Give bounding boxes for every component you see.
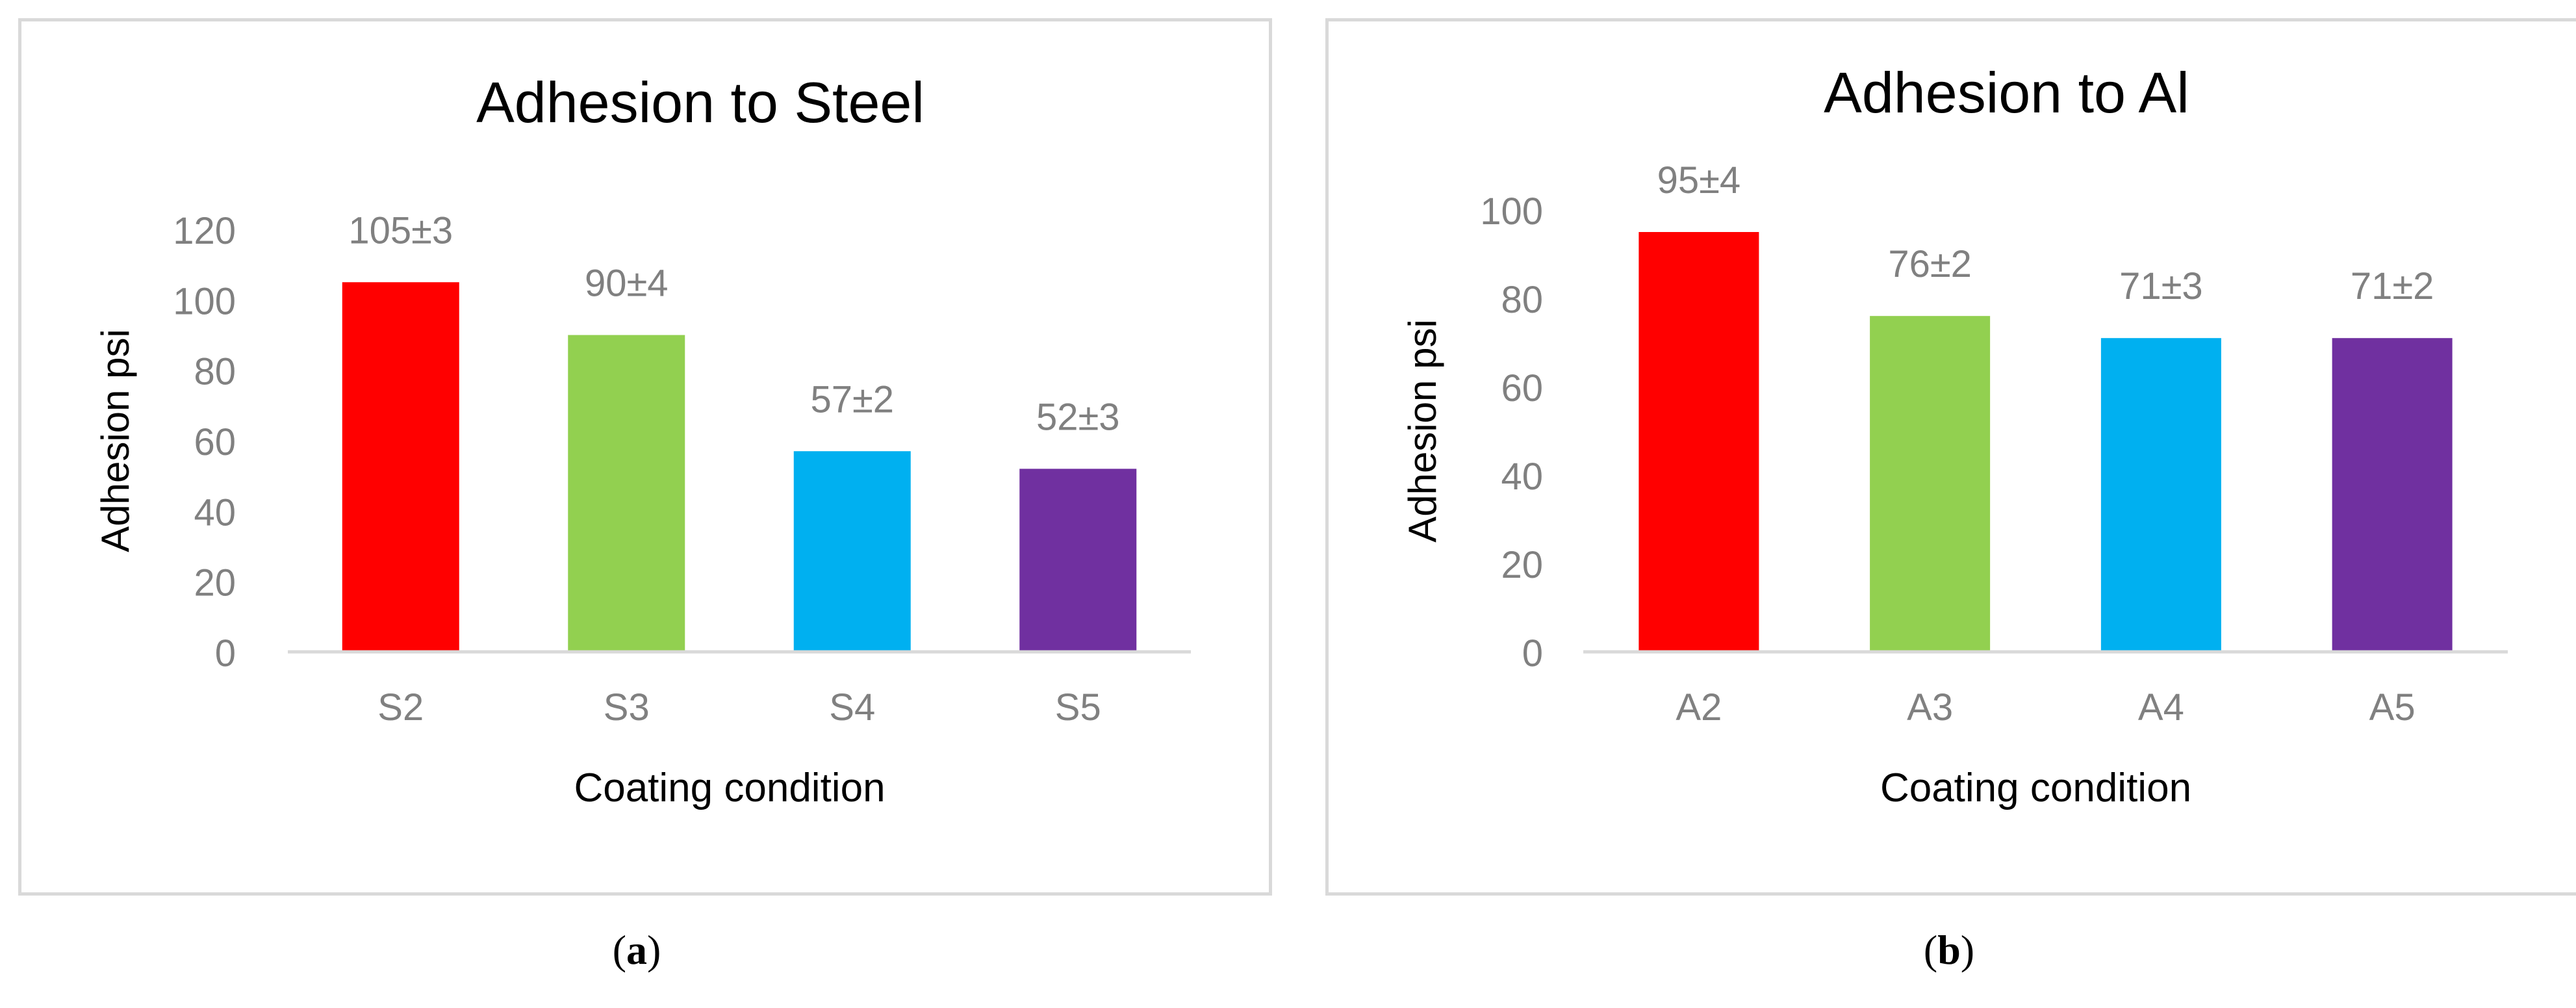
subfigure-label-a-open: ( xyxy=(612,927,626,973)
al-category-label-a3: A3 xyxy=(1907,686,1953,729)
al-data-label-a2: 95±4 xyxy=(1657,159,1741,201)
chart-steel: Adhesion to Steel 0 20 40 60 80 100 120 Adhesion… xyxy=(94,70,1191,810)
steel-data-label-s2: 105±3 xyxy=(348,209,453,252)
steel-bar-s2 xyxy=(342,282,459,652)
steel-ytick-label: 40 xyxy=(194,491,236,534)
steel-category-label-s2: S2 xyxy=(377,686,424,729)
subfigure-label-a-close: ) xyxy=(647,927,661,973)
al-ytick-label: 80 xyxy=(1501,279,1543,321)
chart-panel-al: Adhesion to Al 0 20 40 60 80 100 Adhesion psi 95… xyxy=(1325,18,2576,896)
steel-category-label-s5: S5 xyxy=(1055,686,1101,729)
steel-data-label-s4: 57±2 xyxy=(810,378,894,420)
steel-ytick-label: 20 xyxy=(194,562,236,604)
al-data-label-a3: 76±2 xyxy=(1888,243,1972,285)
steel-ytick-label: 100 xyxy=(173,280,236,322)
steel-ytick-label: 80 xyxy=(194,351,236,393)
al-category-label-a2: A2 xyxy=(1676,686,1722,729)
al-data-label-a4: 71±3 xyxy=(2119,265,2203,307)
steel-bar-s3 xyxy=(568,335,685,652)
steel-ytick-label: 120 xyxy=(173,210,236,252)
subfigure-label-b: (b) xyxy=(1884,926,2014,974)
steel-data-label-s3: 90±4 xyxy=(585,263,669,305)
steel-ylabel: Adhesion psi xyxy=(94,329,137,552)
al-ytick-label: 100 xyxy=(1480,190,1543,233)
al-bar-a5 xyxy=(2332,338,2453,652)
steel-xlabel: Coating condition xyxy=(574,766,885,810)
chart-panel-steel: Adhesion to Steel 0 20 40 60 80 100 120 Adhesion… xyxy=(18,18,1272,896)
al-ytick-label: 60 xyxy=(1501,367,1543,409)
al-ytick-label: 0 xyxy=(1522,632,1543,675)
al-title: Adhesion to Al xyxy=(1824,60,2189,125)
al-category-label-a4: A4 xyxy=(2138,686,2184,729)
al-bar-a2 xyxy=(1639,232,1759,652)
al-ylabel: Adhesion psi xyxy=(1401,319,1444,543)
subfigure-label-a: (a) xyxy=(572,926,702,974)
al-ytick-label: 40 xyxy=(1501,456,1543,498)
steel-category-label-s3: S3 xyxy=(604,686,650,729)
al-bar-a3 xyxy=(1870,316,1991,652)
steel-category-label-s4: S4 xyxy=(829,686,875,729)
al-data-label-a5: 71±2 xyxy=(2351,265,2434,307)
steel-data-label-s5: 52±3 xyxy=(1036,396,1120,438)
al-xlabel: Coating condition xyxy=(1880,766,2191,810)
chart-al: Adhesion to Al 0 20 40 60 80 100 Adhesion psi 95… xyxy=(1401,60,2508,810)
subfigure-label-b-letter: b xyxy=(1937,927,1961,973)
subfigure-label-b-open: ( xyxy=(1923,927,1938,973)
steel-bar-s5 xyxy=(1019,469,1137,652)
steel-ytick-label: 0 xyxy=(215,632,236,675)
al-ytick-label: 20 xyxy=(1501,544,1543,586)
subfigure-label-b-close: ) xyxy=(1960,927,1975,973)
subfigure-label-a-letter: a xyxy=(626,927,647,973)
steel-title: Adhesion to Steel xyxy=(476,70,925,135)
steel-ytick-label: 60 xyxy=(194,421,236,463)
steel-bar-s4 xyxy=(793,451,911,652)
al-bar-a4 xyxy=(2100,338,2221,652)
al-category-label-a5: A5 xyxy=(2369,686,2416,729)
